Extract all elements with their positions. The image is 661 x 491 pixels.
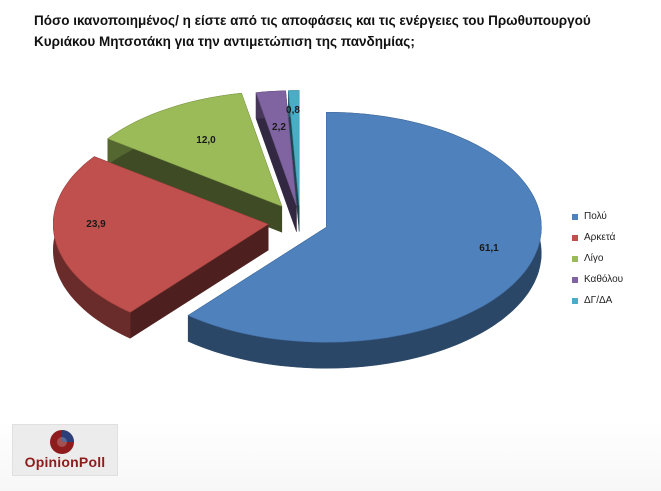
logo-mark-icon — [50, 430, 74, 454]
legend-swatch — [572, 213, 578, 220]
legend-swatch — [572, 297, 578, 304]
chart-title-line-2: Κυριάκου Μητσοτάκη για την αντιμετώπιση … — [34, 34, 415, 49]
legend-item-2: Αρκετά — [572, 227, 623, 248]
legend-label: Πολύ — [584, 211, 607, 222]
pie-slice-1-πολύ — [187, 112, 542, 343]
pie-slice-4-καθόλου — [255, 90, 297, 206]
pie-slice-3-λίγο — [107, 92, 283, 207]
data-label-4: 2,2 — [272, 122, 286, 133]
legend-item-4: Καθόλου — [572, 269, 623, 290]
legend-swatch — [572, 276, 578, 283]
data-label-2: 23,9 — [86, 219, 106, 230]
pie-slice-2-αρκετά — [52, 156, 269, 313]
legend-label: ΔΓ/ΔΑ — [584, 295, 613, 306]
chart-legend: Πολύ Αρκετά Λίγο Καθόλου ΔΓ/ΔΑ — [572, 206, 623, 311]
pie-data-labels: 61,1 23,9 12,0 2,20,8 — [86, 105, 499, 254]
logo-text: OpinionPoll — [24, 454, 106, 470]
legend-item-3: Λίγο — [572, 248, 623, 269]
pie-slice-5-δγ/δα — [288, 90, 300, 206]
chart-title: Πόσο ικανοποιημένος/ η είστε από τις απο… — [34, 10, 634, 52]
chart-title-line-1: Πόσο ικανοποιημένος/ η είστε από τις απο… — [34, 13, 591, 28]
legend-label: Λίγο — [584, 253, 604, 264]
data-label-3: 12,0 — [196, 135, 216, 146]
legend-item-1: Πολύ — [572, 206, 623, 227]
pie-slice-tops — [52, 90, 542, 343]
data-label-1: 61,1 — [479, 243, 499, 254]
data-label-5: 0,8 — [286, 105, 300, 116]
legend-swatch — [572, 255, 578, 262]
opinionpoll-logo: OpinionPoll — [12, 424, 118, 476]
legend-swatch — [572, 234, 578, 241]
legend-item-5: ΔΓ/ΔΑ — [572, 290, 623, 311]
legend-label: Αρκετά — [584, 232, 616, 243]
legend-label: Καθόλου — [584, 274, 624, 285]
